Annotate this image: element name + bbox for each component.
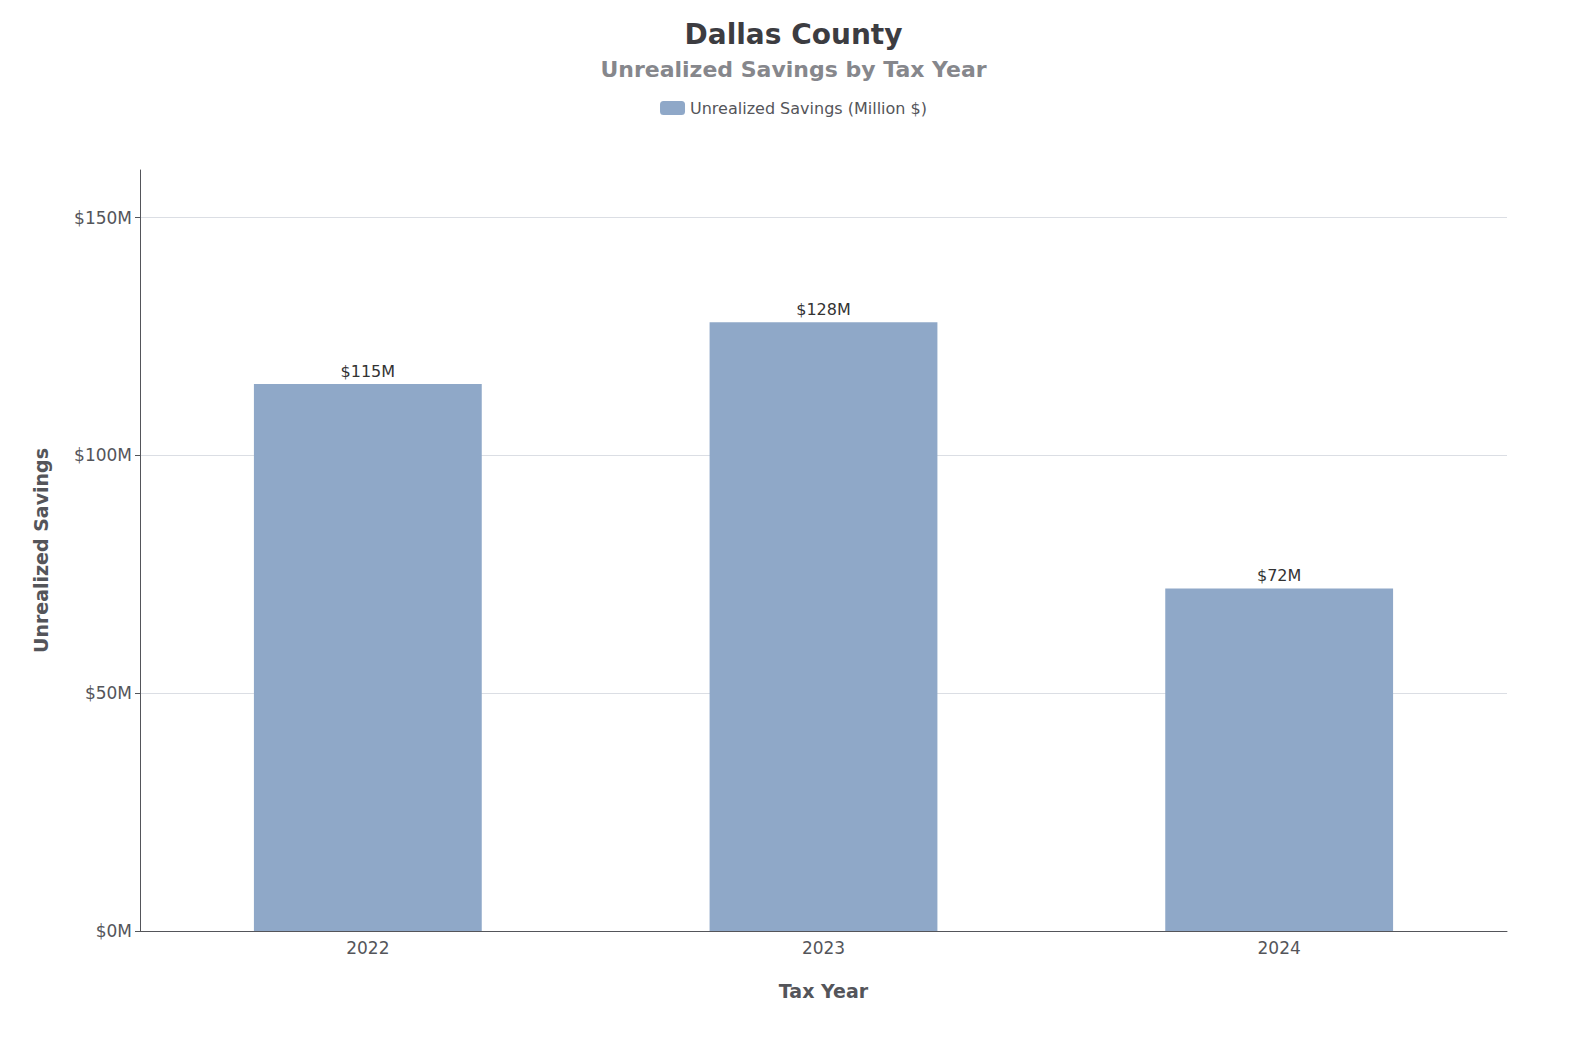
svg-text:Dallas County: Dallas County: [685, 18, 903, 51]
svg-text:2022: 2022: [346, 938, 389, 958]
svg-text:$0M: $0M: [96, 921, 132, 941]
svg-text:$100M: $100M: [74, 445, 132, 465]
svg-text:2024: 2024: [1258, 938, 1301, 958]
svg-text:Unrealized Savings (Million $): Unrealized Savings (Million $): [690, 99, 927, 118]
svg-text:Tax Year: Tax Year: [779, 980, 869, 1002]
svg-text:$115M: $115M: [341, 362, 396, 381]
svg-text:$72M: $72M: [1257, 566, 1301, 585]
svg-text:$128M: $128M: [796, 300, 851, 319]
svg-text:$50M: $50M: [85, 683, 132, 703]
svg-text:Unrealized Savings by Tax Year: Unrealized Savings by Tax Year: [600, 57, 986, 82]
svg-text:2023: 2023: [802, 938, 845, 958]
svg-text:Unrealized Savings: Unrealized Savings: [30, 448, 52, 653]
svg-text:$150M: $150M: [74, 208, 132, 228]
